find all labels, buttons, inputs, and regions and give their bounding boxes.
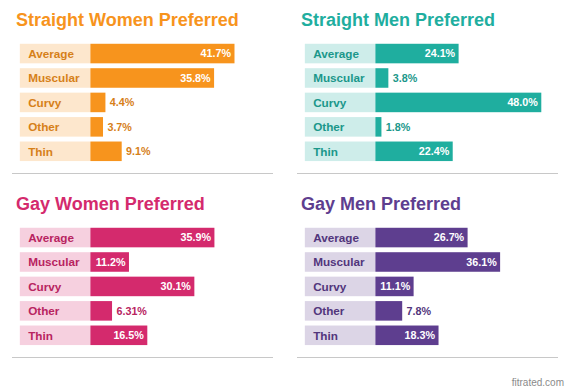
svg-text:36.1%: 36.1% <box>466 256 497 268</box>
svg-text:Other: Other <box>313 120 345 133</box>
svg-text:35.8%: 35.8% <box>180 72 211 84</box>
svg-text:3.8%: 3.8% <box>393 72 418 84</box>
svg-text:1.8%: 1.8% <box>386 121 411 133</box>
html-text:Gay Women Preferred: Gay Women Preferred <box>16 193 205 214</box>
svg-text:11.1%: 11.1% <box>380 280 410 292</box>
html-text:Gay Men Preferred: Gay Men Preferred <box>301 193 462 214</box>
svg-text:Muscular: Muscular <box>313 255 365 268</box>
svg-text:Other: Other <box>28 120 60 133</box>
svg-text:Muscular: Muscular <box>28 255 80 268</box>
svg-text:Average: Average <box>28 231 74 244</box>
svg-text:26.7%: 26.7% <box>434 231 465 243</box>
svg-text:48.0%: 48.0% <box>507 96 538 108</box>
svg-text:11.2%: 11.2% <box>96 256 126 268</box>
svg-text:Muscular: Muscular <box>313 71 365 84</box>
svg-text:22.4%: 22.4% <box>419 145 450 157</box>
svg-text:Average: Average <box>313 231 359 244</box>
svg-text:Other: Other <box>313 304 345 317</box>
svg-text:Curvy: Curvy <box>313 279 347 292</box>
svg-text:3.7%: 3.7% <box>107 121 132 133</box>
svg-text:35.9%: 35.9% <box>181 231 212 243</box>
svg-text:30.1%: 30.1% <box>160 280 191 292</box>
svg-text:16.5%: 16.5% <box>113 329 144 341</box>
svg-text:Thin: Thin <box>28 145 53 158</box>
svg-text:4.4%: 4.4% <box>110 96 135 108</box>
svg-text:Curvy: Curvy <box>28 96 62 109</box>
svg-text:7.8%: 7.8% <box>407 305 432 317</box>
html-text:Straight Women Preferred: Straight Women Preferred <box>16 10 239 30</box>
svg-text:Thin: Thin <box>28 328 53 341</box>
svg-text:9.1%: 9.1% <box>126 145 151 157</box>
svg-text:Muscular: Muscular <box>28 71 80 84</box>
svg-text:41.7%: 41.7% <box>201 47 232 59</box>
svg-text:Average: Average <box>28 47 74 60</box>
svg-text:Average: Average <box>313 47 359 60</box>
html-text:fitrated.com: fitrated.com <box>511 377 564 388</box>
svg-text:Thin: Thin <box>313 145 338 158</box>
svg-text:Curvy: Curvy <box>313 96 347 109</box>
svg-text:Curvy: Curvy <box>28 279 62 292</box>
svg-text:24.1%: 24.1% <box>425 47 456 59</box>
html-text:Straight Men Preferred: Straight Men Preferred <box>301 10 495 30</box>
svg-text:18.3%: 18.3% <box>405 329 436 341</box>
svg-text:Other: Other <box>28 304 60 317</box>
svg-text:6.31%: 6.31% <box>116 305 147 317</box>
svg-text:Thin: Thin <box>313 328 338 341</box>
